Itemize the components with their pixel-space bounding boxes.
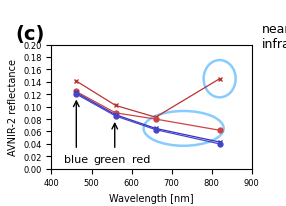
Y-axis label: AVNIR-2 reflectance: AVNIR-2 reflectance xyxy=(8,59,18,155)
X-axis label: Wavelength [nm]: Wavelength [nm] xyxy=(109,193,194,203)
Text: blue: blue xyxy=(64,154,88,164)
Text: (c): (c) xyxy=(15,25,45,44)
Text: red: red xyxy=(132,154,151,164)
Text: green: green xyxy=(94,154,126,164)
Text: infrared: infrared xyxy=(262,37,286,50)
Text: near: near xyxy=(262,22,286,35)
